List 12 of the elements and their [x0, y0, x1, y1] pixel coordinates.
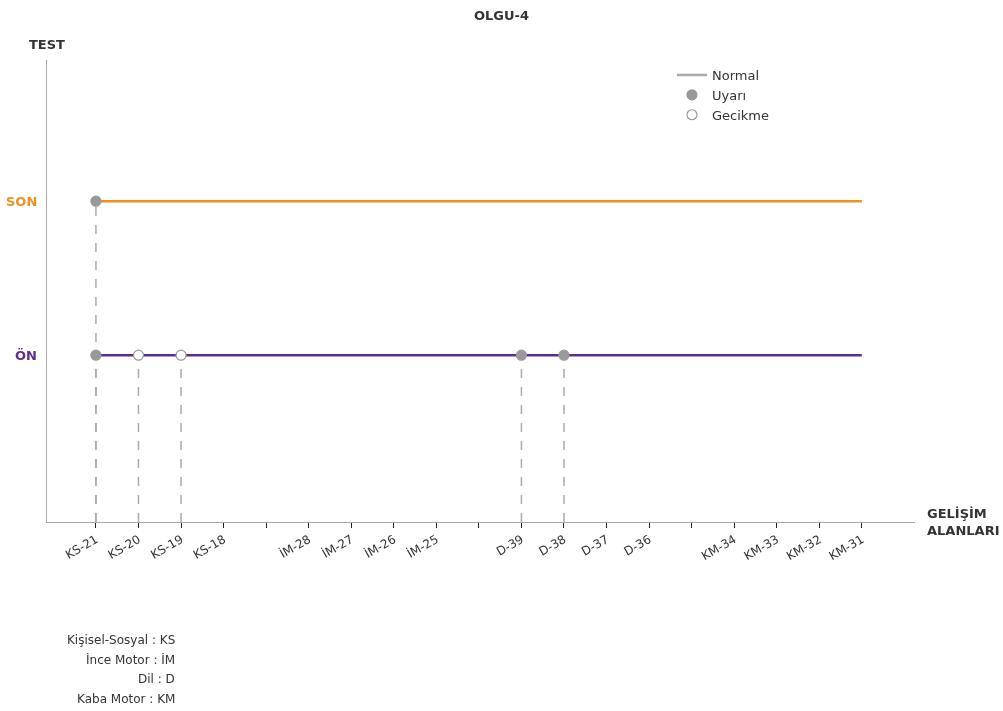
text: İnce Motor : İM — [86, 652, 176, 667]
text: TEST — [29, 37, 66, 52]
x-axis-title: GELİŞİM ALANLARI — [927, 506, 1000, 538]
legend-label: Normal — [711, 68, 760, 84]
legend-label: Gecikme — [711, 107, 769, 123]
text: Dil : D — [138, 672, 175, 686]
legend-label: Uyarı — [711, 87, 747, 103]
chart-title: OLGU-4 — [473, 7, 530, 23]
text: ÖN — [15, 348, 37, 363]
text: Kişisel-Sosyal : KS — [67, 633, 176, 647]
text: SON — [6, 194, 38, 209]
text: Kaba Motor : KM — [77, 692, 176, 706]
